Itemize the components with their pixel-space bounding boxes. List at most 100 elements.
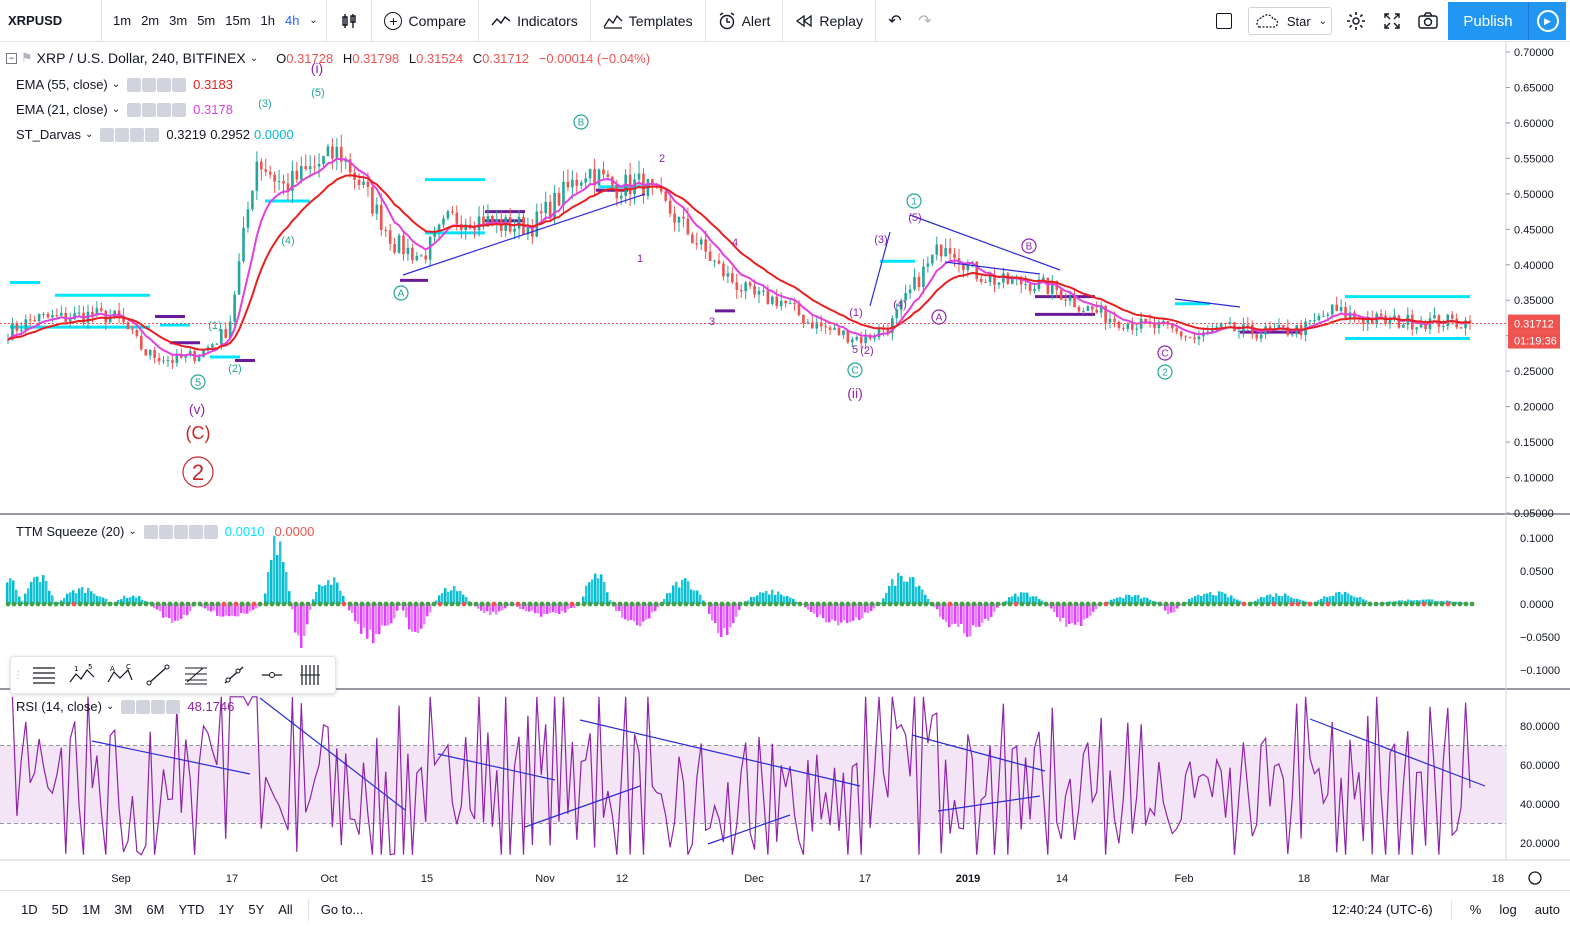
range-5y[interactable]: 5Y (248, 902, 265, 917)
ttm-bar (270, 559, 273, 604)
interval-4h[interactable]: 4h (285, 13, 300, 28)
wave-n5-label: 5 (852, 344, 858, 356)
candle-body (1446, 314, 1450, 327)
squeeze-dot (875, 601, 881, 607)
collapse-icon[interactable]: − (6, 52, 17, 64)
candle-body (384, 229, 388, 231)
ema55-legend[interactable]: EMA (55, close) ⌄ 0.3183 (16, 77, 233, 92)
interval-1m[interactable]: 1m (113, 13, 132, 28)
expand-icon[interactable] (1374, 0, 1410, 42)
range-1d[interactable]: 1D (21, 902, 38, 917)
rsi-legend[interactable]: RSI (14, close) ⌄ 48.1746 (16, 699, 234, 714)
squeeze-dot (701, 601, 707, 607)
redo-icon[interactable]: ↷ (918, 12, 932, 30)
svg-text:C: C (126, 664, 131, 671)
range-6m[interactable]: 6M (146, 902, 165, 917)
drag-handle[interactable]: ⋮ (13, 669, 23, 681)
star-button[interactable]: Star ⌄ (1248, 7, 1332, 35)
candle-body (988, 274, 992, 283)
interval-3m[interactable]: 3m (169, 13, 188, 28)
ttm-bar (12, 580, 15, 604)
play-button[interactable]: ▶ (1528, 2, 1566, 40)
auto-toggle[interactable]: auto (1534, 902, 1560, 917)
ttm-bar (600, 574, 603, 604)
symbol-title[interactable]: XRP / U.S. Dollar, 240, BITFINEX (36, 50, 246, 66)
percent-toggle[interactable]: % (1469, 902, 1482, 917)
close-value: 0.31712 (482, 50, 530, 66)
ttm-bar (1080, 604, 1083, 627)
range-3m[interactable]: 3M (114, 902, 133, 917)
candle-body (451, 211, 454, 213)
study-buttons[interactable] (100, 127, 160, 142)
ttm-bar (1194, 596, 1197, 604)
chevron-down-icon[interactable]: ⌄ (249, 52, 259, 64)
range-ytd[interactable]: YTD (178, 902, 205, 917)
squeeze-dot (1103, 601, 1109, 607)
ttm-bar (840, 604, 843, 623)
gear-icon[interactable] (1338, 0, 1374, 42)
study-buttons[interactable] (121, 699, 181, 714)
candle-style-icon[interactable] (331, 0, 367, 42)
alert-button[interactable]: Alert (710, 0, 779, 42)
candle-body (117, 310, 121, 316)
range-all[interactable]: All (278, 902, 293, 917)
indicators-button[interactable]: Indicators (483, 0, 586, 42)
candle-body (784, 300, 787, 304)
squeeze-dot (779, 601, 785, 607)
interval-5m[interactable]: 5m (197, 13, 216, 28)
candle-body (1219, 322, 1223, 328)
candle-body (1175, 328, 1179, 332)
study-buttons[interactable] (143, 524, 218, 539)
ttm-bar (594, 573, 597, 604)
squeeze-dot (539, 601, 545, 607)
fib-retracement-icon[interactable] (177, 657, 215, 693)
squeeze-dot (251, 601, 257, 607)
ttm-bar (939, 604, 942, 617)
publish-button[interactable]: Publish (1448, 2, 1528, 40)
fullscreen-square-icon[interactable] (1206, 0, 1242, 42)
ray-icon[interactable] (215, 657, 253, 693)
darvas-legend[interactable]: ST_Darvas ⌄ 0.3219 0.2952 0.0000 (16, 127, 294, 142)
ttm-bar (243, 604, 246, 614)
candle-body (473, 228, 476, 231)
compare-button[interactable]: + Compare (376, 0, 474, 42)
range-5d[interactable]: 5D (51, 902, 69, 917)
candle-body (1019, 277, 1023, 285)
flag-icon[interactable]: ⚑ (21, 50, 33, 65)
date-range-icon[interactable] (291, 657, 329, 693)
ttm-bar (783, 596, 786, 604)
interval-15m[interactable]: 15m (225, 13, 251, 28)
candle-body (944, 248, 947, 257)
symbol-search[interactable]: XRPUSD (0, 0, 102, 42)
range-1y[interactable]: 1Y (218, 902, 235, 917)
ema21-legend[interactable]: EMA (21, close) ⌄ 0.3178 (16, 102, 233, 117)
ttm-bar (423, 604, 426, 625)
interval-dropdown-icon[interactable]: ⌄ (309, 15, 318, 26)
price-tick-label: 0.15000 (1514, 437, 1554, 449)
templates-button[interactable]: Templates (595, 0, 701, 42)
interval-2m[interactable]: 2m (141, 13, 160, 28)
study-buttons[interactable] (127, 77, 187, 92)
squeeze-dot (191, 601, 197, 607)
ttm-bar (900, 575, 903, 604)
interval-1h[interactable]: 1h (260, 13, 276, 28)
log-toggle[interactable]: log (1499, 902, 1517, 917)
ttm-bar (552, 604, 555, 613)
undo-icon[interactable]: ↶ (888, 12, 902, 30)
horizontal-lines-icon[interactable] (25, 657, 63, 693)
candle-body (691, 234, 694, 244)
range-1m[interactable]: 1M (82, 902, 101, 917)
horizontal-ray-icon[interactable] (253, 657, 291, 693)
squeeze-dot (449, 601, 455, 607)
trendline-icon[interactable] (139, 657, 177, 693)
squeeze-dot (1415, 601, 1421, 607)
camera-icon[interactable] (1410, 0, 1446, 42)
study-buttons[interactable] (127, 102, 187, 117)
ttm-legend[interactable]: TTM Squeeze (20) ⌄ 0.0010 0.0000 (16, 524, 314, 539)
ttm-bar (507, 604, 510, 607)
replay-button[interactable]: Replay (787, 0, 871, 42)
goto-button[interactable]: Go to... (317, 902, 368, 917)
